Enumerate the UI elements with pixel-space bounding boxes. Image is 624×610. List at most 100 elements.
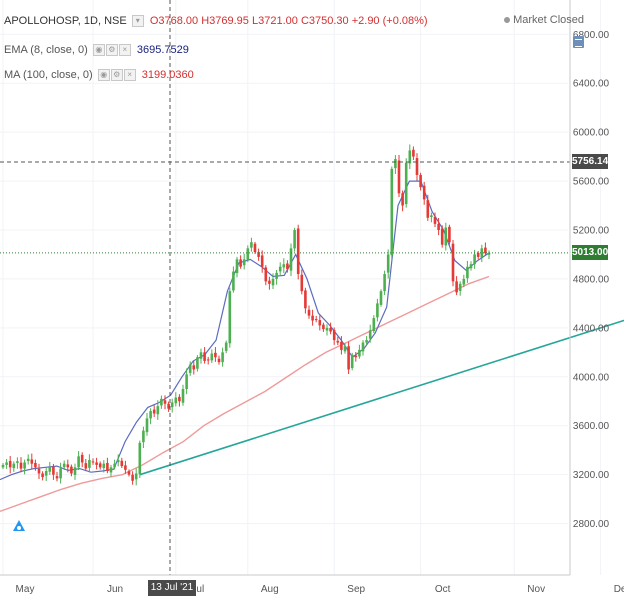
candle-down xyxy=(340,336,343,355)
candle-body xyxy=(30,459,34,464)
y-tick-label: 3200.00 xyxy=(573,470,610,481)
candle-body xyxy=(358,349,361,357)
candle-body xyxy=(160,398,163,406)
candle-body xyxy=(138,442,142,475)
candle-down xyxy=(286,260,289,273)
candle-up xyxy=(156,400,160,420)
candle-down xyxy=(422,181,426,205)
candle-down xyxy=(167,401,170,412)
candle-down xyxy=(55,471,59,482)
candle-up xyxy=(278,262,282,275)
candles xyxy=(1,144,491,486)
candle-body xyxy=(214,352,217,358)
candle-body xyxy=(397,160,401,194)
candle-up xyxy=(271,273,275,289)
candle-body xyxy=(365,340,368,343)
candle-up xyxy=(199,348,203,364)
candle-up xyxy=(250,237,253,252)
candle-up xyxy=(142,426,145,449)
candle-up xyxy=(149,408,152,425)
ma-label: MA (100, close, 0) xyxy=(4,69,93,81)
candle-body xyxy=(185,374,188,390)
candle-body xyxy=(383,274,386,292)
gear-icon[interactable]: ⚙ xyxy=(110,69,123,82)
ema-label: EMA (8, close, 0) xyxy=(4,44,88,56)
candle-body xyxy=(84,463,88,469)
candle-body xyxy=(386,254,390,273)
candle-body xyxy=(422,185,426,200)
candle-body xyxy=(1,464,5,468)
y-tick-label: 6400.00 xyxy=(573,79,610,90)
candle-up xyxy=(196,355,199,372)
y-tick-label: 4800.00 xyxy=(573,274,610,285)
candle-body xyxy=(199,352,203,359)
candle-up xyxy=(73,463,77,480)
candle-body xyxy=(44,471,48,476)
candle-body xyxy=(401,193,404,206)
close-icon[interactable]: × xyxy=(123,69,136,82)
candle-body xyxy=(109,467,113,473)
x-tick-label: Jun xyxy=(107,584,123,595)
candle-down xyxy=(178,394,181,407)
candle-down xyxy=(257,248,260,261)
candle-down xyxy=(34,459,37,471)
candle-body xyxy=(419,174,422,188)
eye-icon[interactable]: ◉ xyxy=(97,69,110,82)
market-status: Market Closed xyxy=(504,14,584,26)
candle-up xyxy=(466,260,469,283)
open-value: O3768.00 xyxy=(149,15,199,27)
candle-body xyxy=(368,330,372,339)
candle-body xyxy=(188,364,192,373)
candle-up xyxy=(138,440,142,478)
close-icon[interactable]: × xyxy=(118,44,131,57)
candle-down xyxy=(52,463,55,480)
settings-icon[interactable] xyxy=(573,36,584,48)
close-value: C3750.30 xyxy=(300,15,349,27)
candle-up xyxy=(444,222,448,251)
candle-body xyxy=(113,463,116,468)
price-axis: 2800.00 3200.00 3600.00 4000.00 4400.00 4800.… xyxy=(569,0,610,575)
candle-body xyxy=(415,158,419,175)
candle-body xyxy=(203,352,206,361)
candle-down xyxy=(354,351,358,362)
candle-body xyxy=(350,354,354,368)
candle-body xyxy=(127,471,131,475)
candle-up xyxy=(210,349,214,363)
candle-up xyxy=(386,249,390,279)
candle-down xyxy=(253,241,257,254)
candle-down xyxy=(451,240,455,287)
gear-icon[interactable]: ⚙ xyxy=(105,44,118,57)
candle-body xyxy=(174,397,178,404)
candle-down xyxy=(127,469,131,477)
candle-body xyxy=(145,418,149,433)
candle-down xyxy=(84,459,88,472)
candle-body xyxy=(170,402,174,408)
candle-body xyxy=(102,463,106,469)
candle-body xyxy=(430,215,433,218)
candle-body xyxy=(473,254,476,265)
candle-down xyxy=(131,471,134,485)
candle-body xyxy=(131,474,134,481)
candle-body xyxy=(433,216,437,224)
candle-body xyxy=(228,291,232,344)
candle-body xyxy=(181,389,185,403)
candle-body xyxy=(253,243,257,253)
eye-icon[interactable]: ◉ xyxy=(92,44,105,57)
candle-up xyxy=(145,412,149,436)
candle-body xyxy=(268,280,271,284)
candle-down xyxy=(401,190,404,212)
candle-body xyxy=(260,255,264,267)
candle-up xyxy=(1,463,5,470)
chevron-down-icon[interactable]: ▾ xyxy=(131,15,144,28)
candle-down xyxy=(426,194,430,221)
candle-up xyxy=(394,155,397,174)
candle-down xyxy=(448,224,451,246)
candle-body xyxy=(37,468,41,474)
candle-body xyxy=(106,462,109,472)
candle-up xyxy=(44,467,48,482)
candle-up xyxy=(59,462,62,484)
symbol-name: APOLLOHOSP, 1D, NSE xyxy=(4,15,127,27)
candle-body xyxy=(286,263,289,270)
candle-body xyxy=(134,473,138,480)
